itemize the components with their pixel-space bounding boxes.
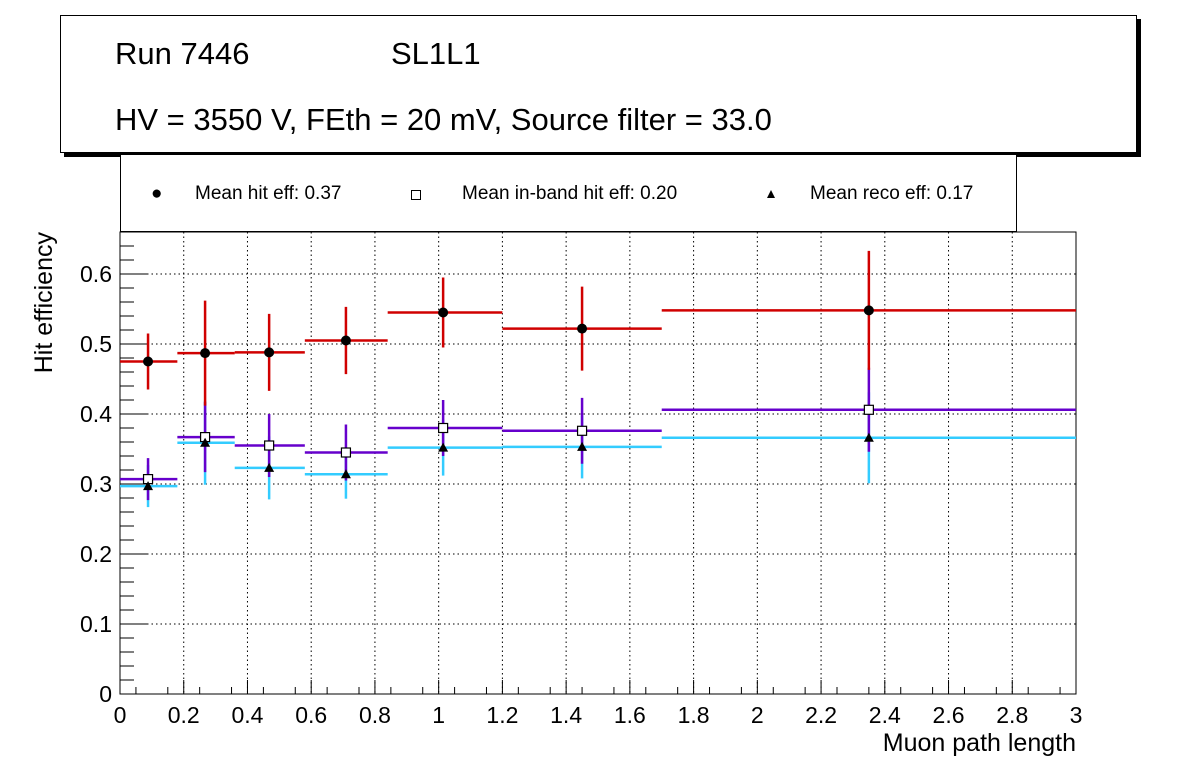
data-point-inband [340, 447, 352, 458]
data-point-reco [438, 442, 449, 452]
x-tick-label: 1.8 [678, 702, 710, 728]
x-tick-label: 2 [751, 702, 764, 728]
y-axis-label: Hit efficiency [30, 232, 58, 374]
y-tick-label: 0 [99, 681, 112, 707]
data-point-reco [200, 437, 211, 447]
layer-label: SL1L1 [391, 36, 481, 71]
x-tick-label: 2.6 [933, 702, 965, 728]
run-label: Run 7446 [115, 36, 250, 71]
data-point-inband [264, 440, 275, 451]
x-tick-label: 2.8 [996, 702, 1028, 728]
data-point-reco [264, 462, 275, 472]
title-box: Run 7446 SL1L1 HV = 3550 V, FEth = 20 mV… [60, 15, 1137, 153]
legend-entry-hit: Mean hit eff: 0.37 [195, 183, 342, 204]
legend-marker-triangle [767, 190, 775, 198]
legend: ● Mean hit eff: 0.37 Mean in-band hit ef… [120, 155, 1017, 232]
data-point-reco [577, 441, 588, 451]
y-tick-label: 0.2 [80, 541, 112, 567]
y-tick-label: 0.3 [80, 471, 112, 497]
data-point-reco [863, 432, 874, 442]
x-tick-label: 0.2 [168, 702, 200, 728]
legend-marker-square [411, 190, 421, 200]
y-tick-label: 0.6 [80, 261, 112, 287]
x-tick-label: 1 [432, 702, 445, 728]
y-tick-label: 0.5 [80, 331, 112, 357]
y-tick-label: 0.4 [80, 401, 112, 427]
plot-background [120, 232, 1076, 694]
legend-marker-circle: ● [151, 183, 163, 204]
data-point-hit [438, 307, 449, 318]
x-tick-label: 2.4 [869, 702, 901, 728]
data-point-inband [576, 425, 588, 436]
x-tick-label: 3 [1070, 702, 1083, 728]
x-tick-label: 1.2 [486, 702, 518, 728]
data-point-hit [264, 347, 275, 358]
data-point-hit [340, 335, 351, 346]
y-tick-label: 0.1 [80, 611, 112, 637]
conditions-label: HV = 3550 V, FEth = 20 mV, Source filter… [115, 102, 772, 137]
x-tick-label: 1.6 [614, 702, 646, 728]
data-point-hit [577, 323, 588, 334]
data-point-inband [438, 422, 449, 434]
x-tick-label: 1.4 [550, 702, 582, 728]
data-point-reco [340, 469, 351, 479]
data-point-hit [863, 305, 874, 316]
x-tick-label: 0.4 [231, 702, 263, 728]
data-point-inband [863, 404, 874, 415]
data-point-reco [143, 481, 154, 491]
plot-frame [119, 231, 1077, 695]
data-point-hit [200, 348, 211, 359]
legend-entry-reco: Mean reco eff: 0.17 [810, 183, 974, 204]
legend-entry-inband: Mean in-band hit eff: 0.20 [462, 183, 678, 204]
x-tick-label: 0.8 [359, 702, 391, 728]
x-tick-label: 0 [114, 702, 127, 728]
x-tick-label: 0.6 [295, 702, 327, 728]
data-point-hit [143, 356, 154, 367]
x-tick-label: 2.2 [805, 702, 837, 728]
x-axis-label: Muon path length [883, 729, 1076, 757]
